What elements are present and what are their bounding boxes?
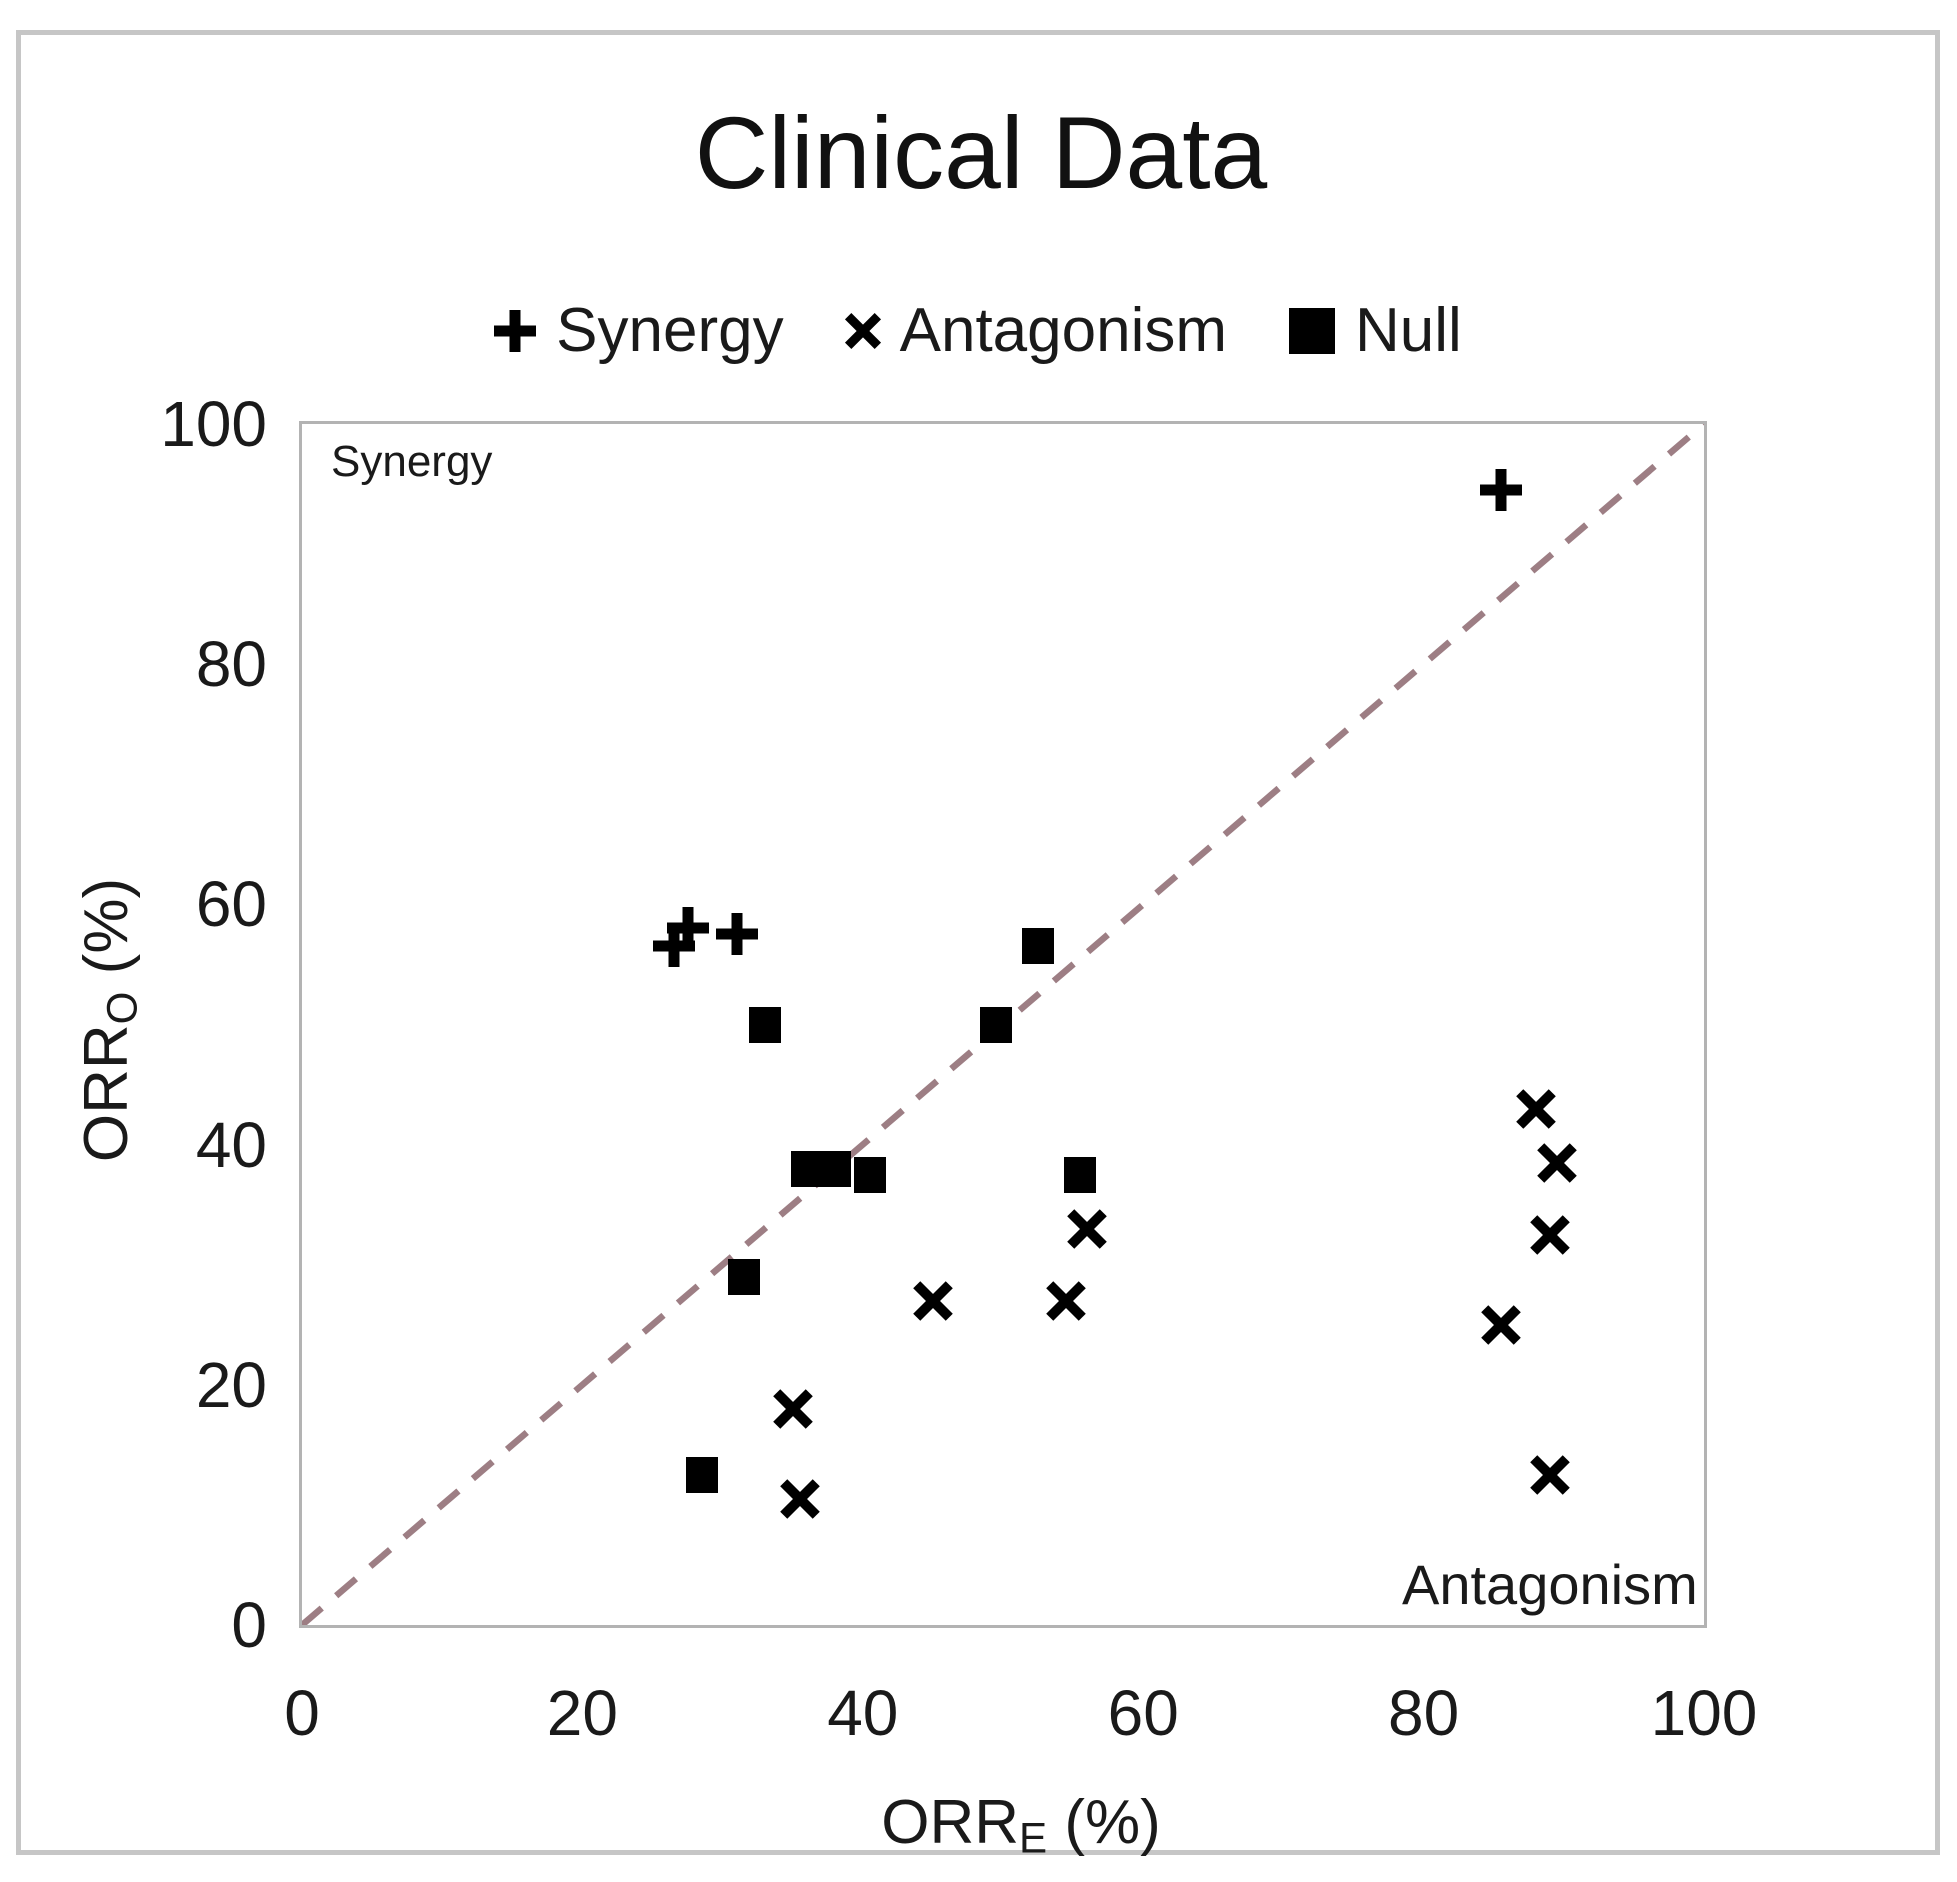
scatter-point-synergy	[667, 907, 709, 949]
x-axis-title: ORRE (%)	[299, 1787, 1707, 1863]
y-axis-ticks: 0 20 40 60 80 100	[21, 392, 273, 1657]
scatter-point-null	[748, 1006, 781, 1043]
y-axis-title: ORRO (%)	[71, 878, 147, 1162]
scatter-point-antagonism	[775, 1391, 811, 1427]
scatter-point-antagonism	[1532, 1217, 1568, 1253]
x-tick-label: 60	[1107, 1677, 1179, 1749]
region-label-synergy: Synergy	[331, 437, 493, 486]
plot-area: Synergy Antagonism	[299, 421, 1707, 1628]
x-axis-ticks: 0 20 40 60 80 100	[284, 1677, 1757, 1761]
scatter-point-antagonism	[1048, 1283, 1084, 1319]
x-tick-label: 20	[546, 1677, 618, 1749]
legend-label: Null	[1355, 296, 1462, 365]
y-tick-label: 20	[195, 1348, 267, 1421]
legend-label: Antagonism	[899, 296, 1228, 365]
scatter-point-antagonism	[1483, 1307, 1519, 1343]
x-tick-label: 0	[284, 1677, 320, 1749]
figure-frame: Clinical Data Synergy Antagonism Null 0 2…	[16, 30, 1940, 1861]
scatter-point-synergy	[716, 913, 758, 955]
chart-title: Clinical Data	[694, 96, 1268, 210]
y-tick-label: 80	[195, 628, 267, 701]
y-tick-label: 100	[160, 388, 267, 460]
plus-marker-icon	[494, 310, 536, 352]
region-label-antagonism: Antagonism	[1402, 1553, 1698, 1616]
scatter-point-antagonism	[782, 1481, 818, 1517]
y-axis-title-unit: (%)	[72, 877, 142, 992]
y-tick-label: 0	[231, 1589, 267, 1661]
scatter-point-null	[818, 1150, 851, 1187]
x-axis-title-unit: (%)	[1047, 1788, 1161, 1857]
scatter-point-antagonism	[1518, 1091, 1554, 1127]
scatter-point-null	[1064, 1156, 1097, 1193]
scatter-point-null	[727, 1258, 760, 1295]
scatter-point-null	[1022, 928, 1055, 965]
legend-item-null: Null	[1289, 300, 1462, 362]
x-axis-title-base: ORR	[881, 1788, 1019, 1857]
x-marker-icon	[846, 314, 880, 348]
y-axis-title-base: ORR	[72, 1024, 142, 1163]
scatter-point-null	[790, 1150, 823, 1187]
scatter-point-null	[853, 1156, 886, 1193]
y-tick-label: 60	[195, 868, 267, 941]
scatter-point-synergy	[1480, 469, 1522, 511]
scatter-point-null	[979, 1006, 1012, 1043]
scatter-point-antagonism	[1069, 1211, 1105, 1247]
x-tick-label: 100	[1650, 1677, 1758, 1749]
x-tick-label: 80	[1388, 1677, 1460, 1749]
y-tick-label: 40	[195, 1108, 267, 1181]
scatter-point-antagonism	[915, 1283, 951, 1319]
scatter-point-antagonism	[1532, 1457, 1568, 1493]
legend-item-antagonism: Antagonism	[846, 300, 1227, 362]
legend-item-synergy: Synergy	[494, 300, 783, 362]
x-axis-title-subscript: E	[1019, 1814, 1048, 1862]
legend-label: Synergy	[556, 296, 784, 365]
y-axis-title-subscript: O	[98, 991, 146, 1025]
scatter-point-antagonism	[1539, 1145, 1575, 1181]
legend: Synergy Antagonism Null	[21, 283, 1935, 379]
scatter-point-null	[685, 1456, 718, 1493]
x-tick-label: 40	[827, 1677, 899, 1749]
square-marker-icon	[1289, 308, 1336, 354]
